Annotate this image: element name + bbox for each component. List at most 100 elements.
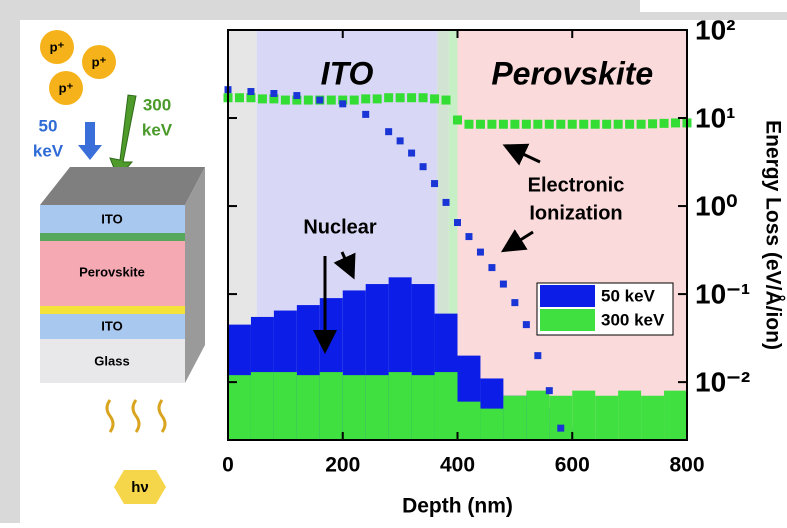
electronic-point [395,93,405,103]
annotation: Electronic [528,174,625,196]
electronic-point [257,94,267,104]
schematic: p⁺ p⁺ p⁺ 50 keV 300 keV ITO Perovskite I… [33,30,205,504]
histogram-bar [273,372,297,440]
annotation: Nuclear [303,216,377,238]
electronic-point [407,93,417,103]
electronic-point [418,93,428,103]
particle-label: p⁺ [92,54,107,69]
photon-label: hν [131,479,149,496]
histogram-bar [641,395,665,440]
electronic-point [487,119,497,129]
electronic-point [280,95,290,105]
histogram-bar [388,372,412,440]
y-axis-title: Energy Loss (eV/Å/ion) [761,120,785,350]
electronic-point [464,119,474,129]
electronic-point [465,233,473,241]
histogram-bar [411,375,435,440]
electronic-point [522,321,530,329]
chart: ITO Perovskite 0 200 400 600 800 10² 10¹ 10⁰ 10⁻¹ 1… [222,14,785,517]
y-tick-label: 10² [695,14,735,45]
region-label: Perovskite [491,55,653,91]
arrow [333,251,356,280]
region [437,30,449,440]
y-tick-label: 10⁻² [695,367,750,398]
electronic-point [292,95,302,105]
electronic-point [613,119,623,129]
electronic-point [269,94,279,104]
electronic-point [441,95,451,105]
histogram-bar [434,372,458,440]
particle [49,71,83,105]
legend-swatch [540,309,595,331]
histogram-bar [250,372,274,440]
electronic-point [316,96,324,104]
beam-label: 50 [39,116,58,135]
electronic-point [567,119,577,129]
region [448,30,458,440]
electronic-point [338,95,348,105]
electronic-point [270,89,278,97]
x-tick-label: 400 [440,454,475,477]
histogram-bar [365,375,389,440]
arrow [500,229,534,253]
electronic-point [534,352,542,360]
particle-label: p⁺ [59,80,74,95]
electronic-point [521,119,531,129]
x-tick-label: 800 [669,454,704,477]
histogram-bar [664,390,687,440]
light-rays [105,399,167,433]
electronic-point [303,95,313,105]
beam-label: 300 [143,95,171,114]
electronic-point [659,118,669,128]
particle [82,45,116,79]
electronic-point [293,92,301,100]
histogram-bar [296,375,320,440]
electronic-point [396,137,404,145]
electronic-point [430,94,440,104]
electronic-point [671,118,681,128]
legend-swatch [540,285,595,307]
annotations: Nuclear Electronic Ionization [303,143,625,354]
layer-label: ITO [101,318,122,333]
electronic-point [454,219,461,227]
histogram-bar [549,395,573,440]
electronic-point [476,248,484,256]
electronic-point [349,95,359,105]
beam-arrow [78,122,102,160]
electronic-point [326,95,336,105]
electronic-point [533,119,543,129]
region-label: ITO [321,55,374,91]
electronic-point [372,94,382,104]
electronic-point [648,119,658,129]
layer [40,314,185,339]
electronic-point [602,119,612,129]
electronic-point [590,119,600,129]
electronic-point [510,119,520,129]
histogram-bar [595,395,619,440]
electronic-point [498,119,508,129]
histogram-bar [480,408,504,440]
beam-label: keV [142,120,173,139]
electronic-point [556,119,566,129]
legend-label: 300 keV [601,310,665,329]
layer-label: Perovskite [79,264,145,279]
x-tick-label: 200 [325,454,360,477]
electronic-point [384,93,394,103]
histogram-bar [572,390,596,440]
layer-label: ITO [101,211,122,226]
y-tick-label: 10⁻¹ [695,278,750,309]
histogram-bar [526,390,550,440]
layer-label: Glass [94,353,129,368]
histogram-bar [618,390,642,440]
electronic-point [499,280,507,288]
y-tick-label: 10⁰ [695,190,737,221]
electronic-point [488,264,496,272]
electronic-point [545,387,553,395]
y-tick-label: 10¹ [695,102,735,133]
x-tick-label: 600 [555,454,590,477]
particle-label: p⁺ [50,39,65,54]
electronic-point [362,110,370,118]
electronic-point [475,119,485,129]
layer [40,205,185,233]
